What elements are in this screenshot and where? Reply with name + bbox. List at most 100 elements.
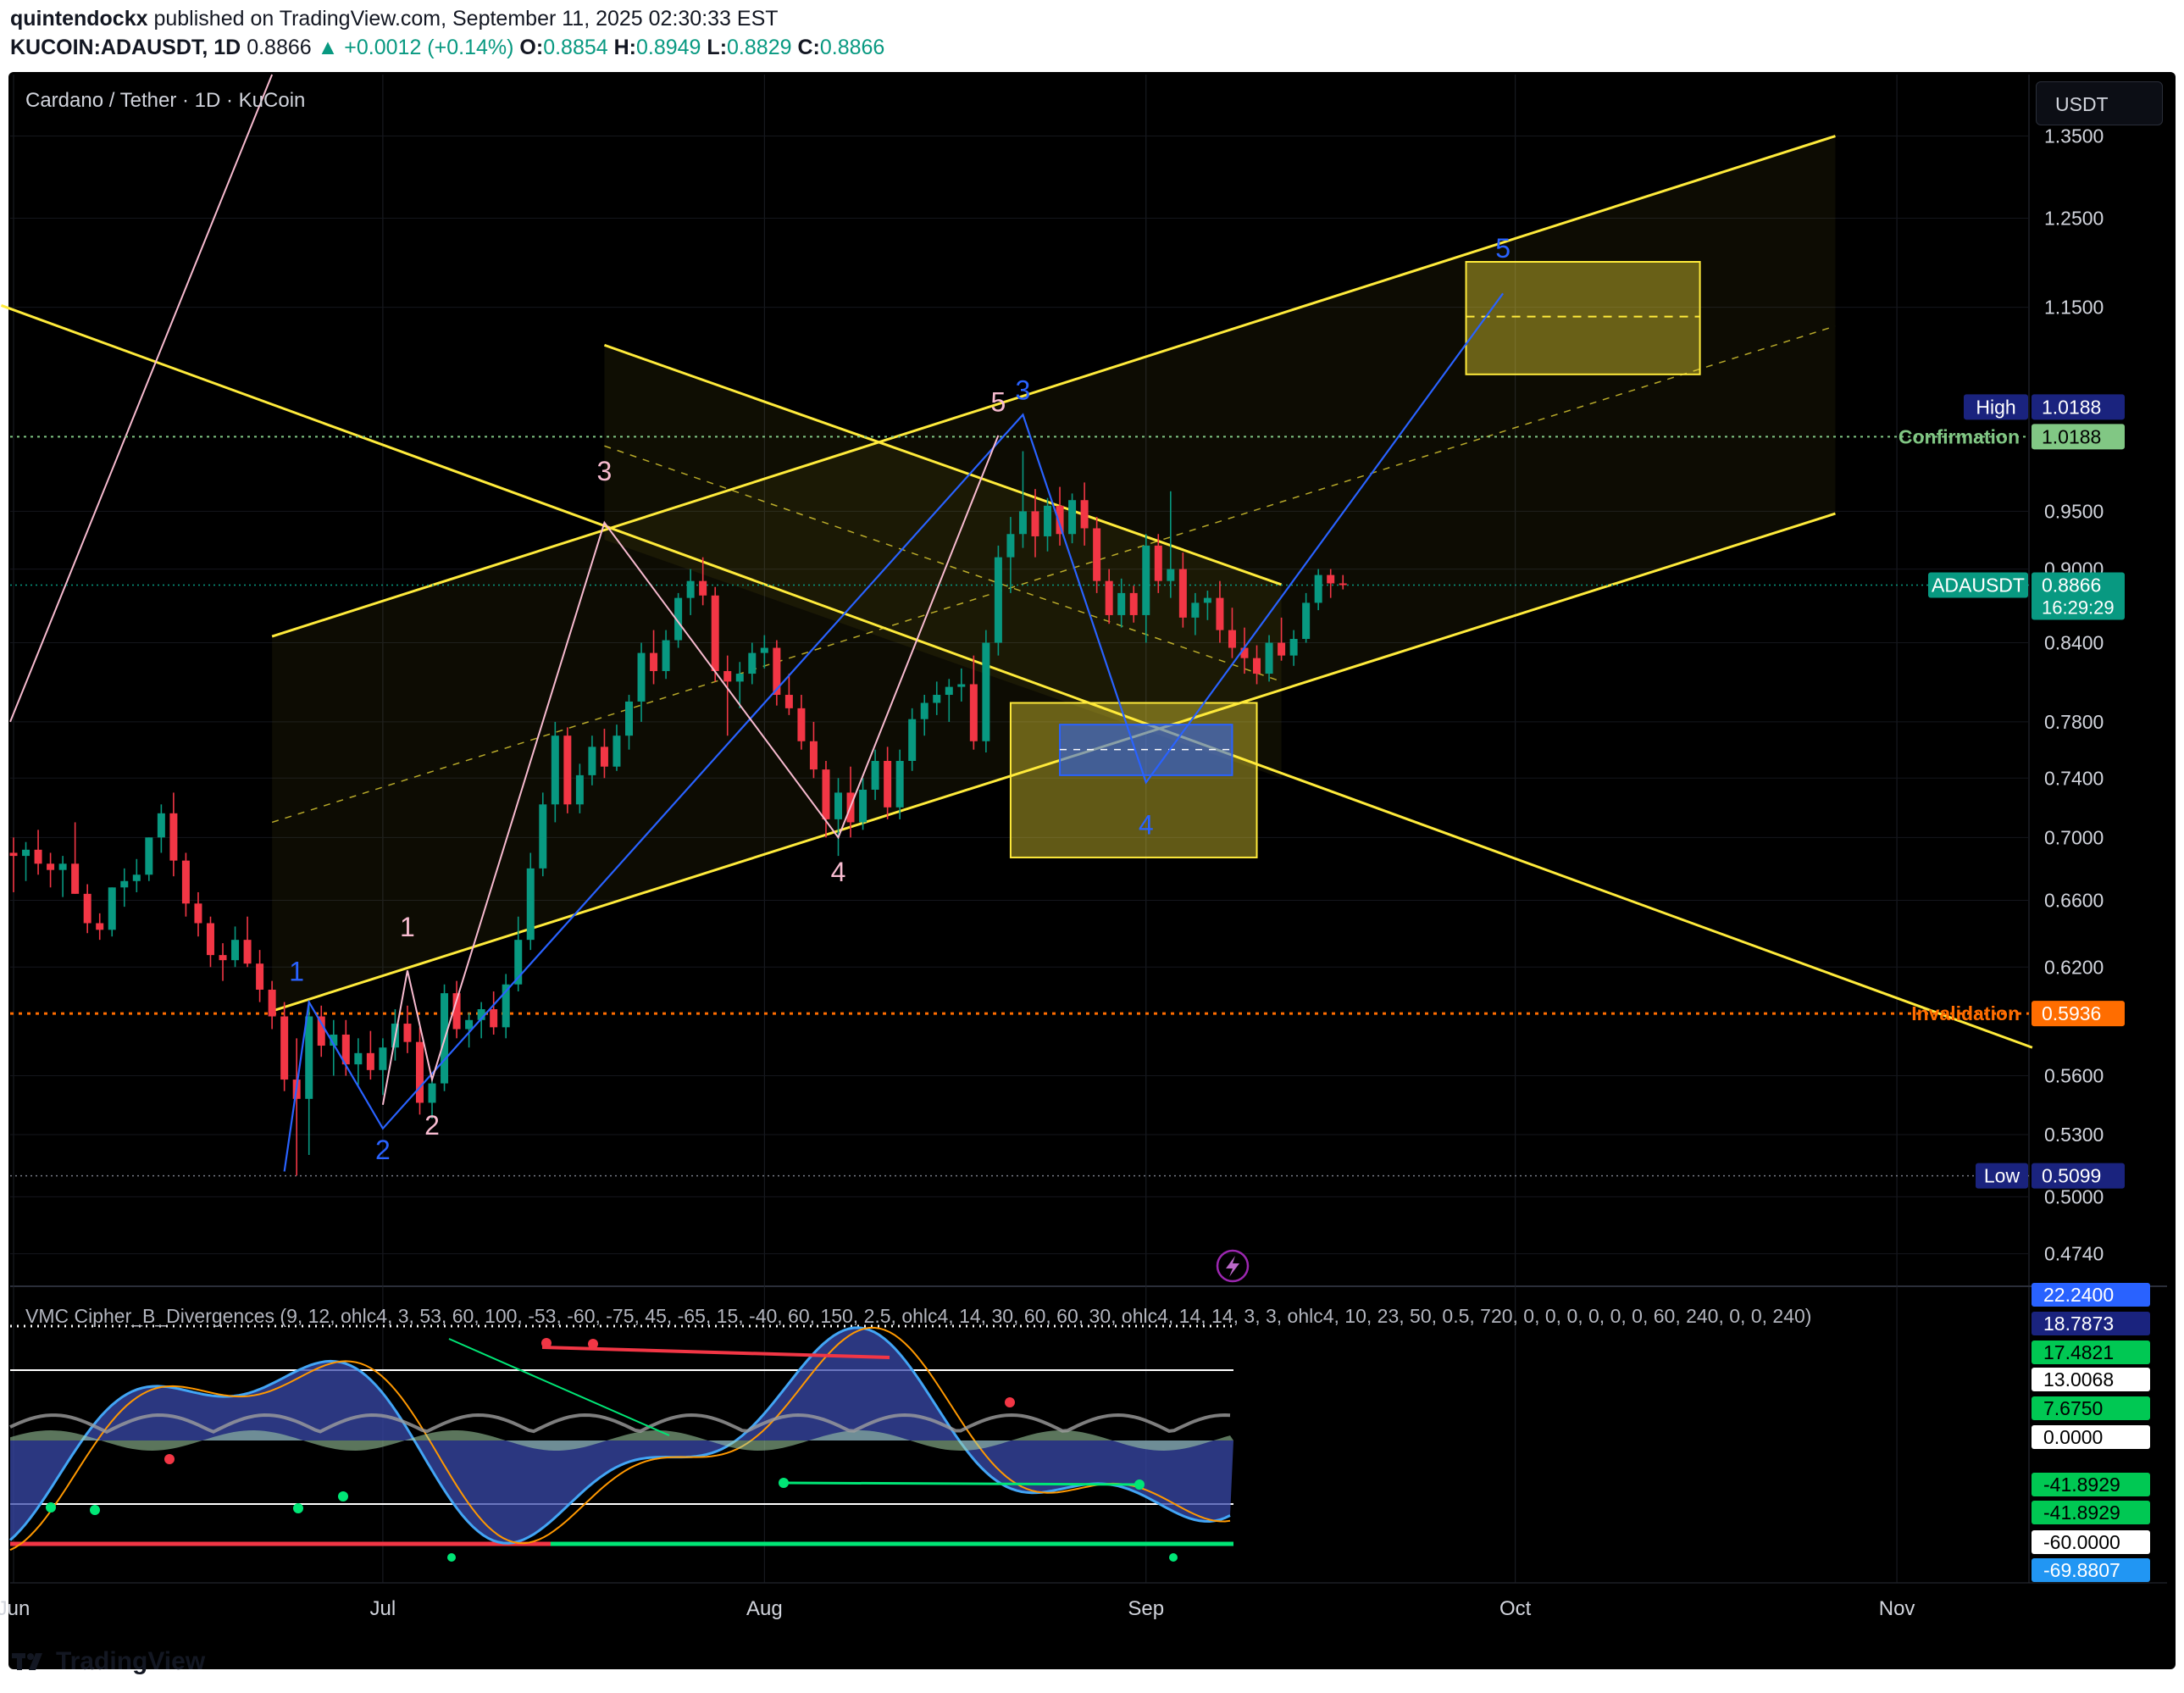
footer-brand: TradingView: [56, 1647, 206, 1675]
falling-channel-top: [603, 343, 1283, 586]
candle: [354, 1052, 363, 1065]
candle: [219, 955, 227, 961]
candle: [465, 1019, 474, 1030]
price-label-value: 0.5099: [2042, 1165, 2101, 1187]
candle: [280, 1016, 289, 1080]
indicator-label-box: [2032, 1473, 2150, 1496]
candle: [317, 1016, 325, 1046]
indicator-axis-label: 7.6750: [2032, 1396, 2150, 1420]
candle: [1167, 569, 1175, 581]
publisher-name: quintendockx: [10, 7, 148, 31]
candle: [428, 1083, 436, 1103]
candle: [551, 735, 559, 805]
wavetrend-line: [8, 1326, 1231, 1545]
currency-button[interactable]: USDT: [2036, 81, 2163, 125]
price-label-value: 1.0188: [2042, 396, 2101, 418]
candle: [181, 860, 190, 904]
divergence-line: [448, 1338, 670, 1436]
chart-title: Cardano / Tether · 1D · KuCoin: [25, 89, 306, 112]
candle: [1339, 583, 1347, 586]
indicator-title: VMC Cipher_B_Divergences (9, 12, ohlc4, …: [25, 1305, 1812, 1327]
candle: [379, 1047, 387, 1070]
price-label-box: [2032, 424, 2125, 450]
wave-label: 2: [375, 1135, 391, 1165]
candle: [969, 684, 978, 741]
price-label-low: 0.5099 Low: [1976, 1163, 2125, 1189]
indicator-label-value: 18.7873: [2043, 1313, 2114, 1335]
indicator-label-value: -69.8807: [2043, 1559, 2120, 1581]
indicator-label-box: [2032, 1558, 2150, 1582]
close-value: 0.8866: [819, 36, 885, 59]
publish-header: quintendockx published on TradingView.co…: [10, 7, 779, 31]
tradingview-logo-icon: [12, 1653, 42, 1670]
candle: [834, 792, 843, 819]
change-text: ▲ +0.0012 (+0.14%): [317, 36, 514, 59]
price-tick-label: 1.1500: [2044, 297, 2104, 319]
candle: [1031, 511, 1039, 536]
price-tick-label: 0.6200: [2044, 956, 2104, 978]
price-label-box: [2032, 1163, 2125, 1189]
open-value: 0.8854: [543, 36, 608, 59]
price-label-box: [2032, 572, 2125, 620]
wave-path-minor: [381, 435, 1000, 1105]
price-tick-label: 0.6600: [2044, 889, 2104, 911]
candle: [809, 741, 818, 770]
countdown-label: 16:29:29: [2042, 597, 2115, 618]
candle: [9, 852, 18, 857]
price-label-value: 0.5936: [2042, 1002, 2101, 1024]
price-name-tag: [1964, 394, 2028, 420]
time-tick-label: Aug: [746, 1597, 783, 1620]
candle: [859, 789, 868, 823]
candle: [403, 1024, 412, 1042]
descending-trendline: [0, 304, 2033, 1049]
candle: [490, 1009, 498, 1028]
candle: [526, 868, 535, 941]
indicator-label-value: 0.0000: [2043, 1426, 2103, 1448]
sell-dot: [588, 1339, 598, 1349]
buy-dot: [293, 1503, 303, 1513]
buy-dot: [90, 1505, 100, 1515]
indicator-label-box: [2032, 1368, 2150, 1391]
candle: [1302, 602, 1311, 640]
price-tick-label: 0.7400: [2044, 767, 2104, 789]
price-label-confirmation: 1.0188 Confirmation: [1899, 424, 2125, 450]
price-label-high: 1.0188 High: [1964, 394, 2125, 420]
candle: [514, 940, 523, 985]
wave-label: 3: [1016, 375, 1031, 405]
candle: [1191, 602, 1200, 618]
candle: [982, 642, 990, 741]
candle: [305, 1016, 313, 1099]
tradingview-logo[interactable]: TradingView: [12, 1647, 205, 1676]
candle: [206, 923, 214, 956]
candle: [1129, 592, 1138, 615]
wave-label: 4: [1139, 810, 1154, 841]
sell-dot: [541, 1338, 552, 1348]
price-name-text: ADAUSDT: [1932, 574, 2025, 596]
indicator-label-box: [2032, 1283, 2150, 1307]
candle: [920, 702, 928, 719]
price-label-value: 0.8866: [2042, 574, 2101, 596]
buy-dot: [338, 1491, 348, 1501]
indicator-label-value: -60.0000: [2043, 1531, 2120, 1553]
wave-label: 1: [289, 957, 304, 987]
candle: [243, 940, 252, 964]
candle: [1253, 658, 1261, 674]
price-name-tag: [1928, 572, 2028, 598]
indicator-label-value: -41.8929: [2043, 1501, 2120, 1524]
indicator-label-box: [2032, 1530, 2150, 1554]
candle: [650, 652, 658, 671]
falling-channel-shade: [604, 345, 1282, 779]
bull-divergence-line: [783, 1481, 1140, 1486]
price-tick-label: 0.7800: [2044, 711, 2104, 733]
candle: [415, 1041, 424, 1103]
candle: [83, 893, 91, 924]
candle: [773, 647, 781, 696]
indicator-axis-label: -69.8807: [2032, 1558, 2150, 1582]
candle: [895, 761, 904, 808]
price-label-invalidation: 0.5936 Invalidation: [1911, 1001, 2125, 1027]
bear-divergence-line: [541, 1346, 890, 1359]
candle: [71, 863, 80, 894]
published-text: published on TradingView.com, September …: [153, 7, 779, 31]
candle: [1142, 545, 1150, 615]
